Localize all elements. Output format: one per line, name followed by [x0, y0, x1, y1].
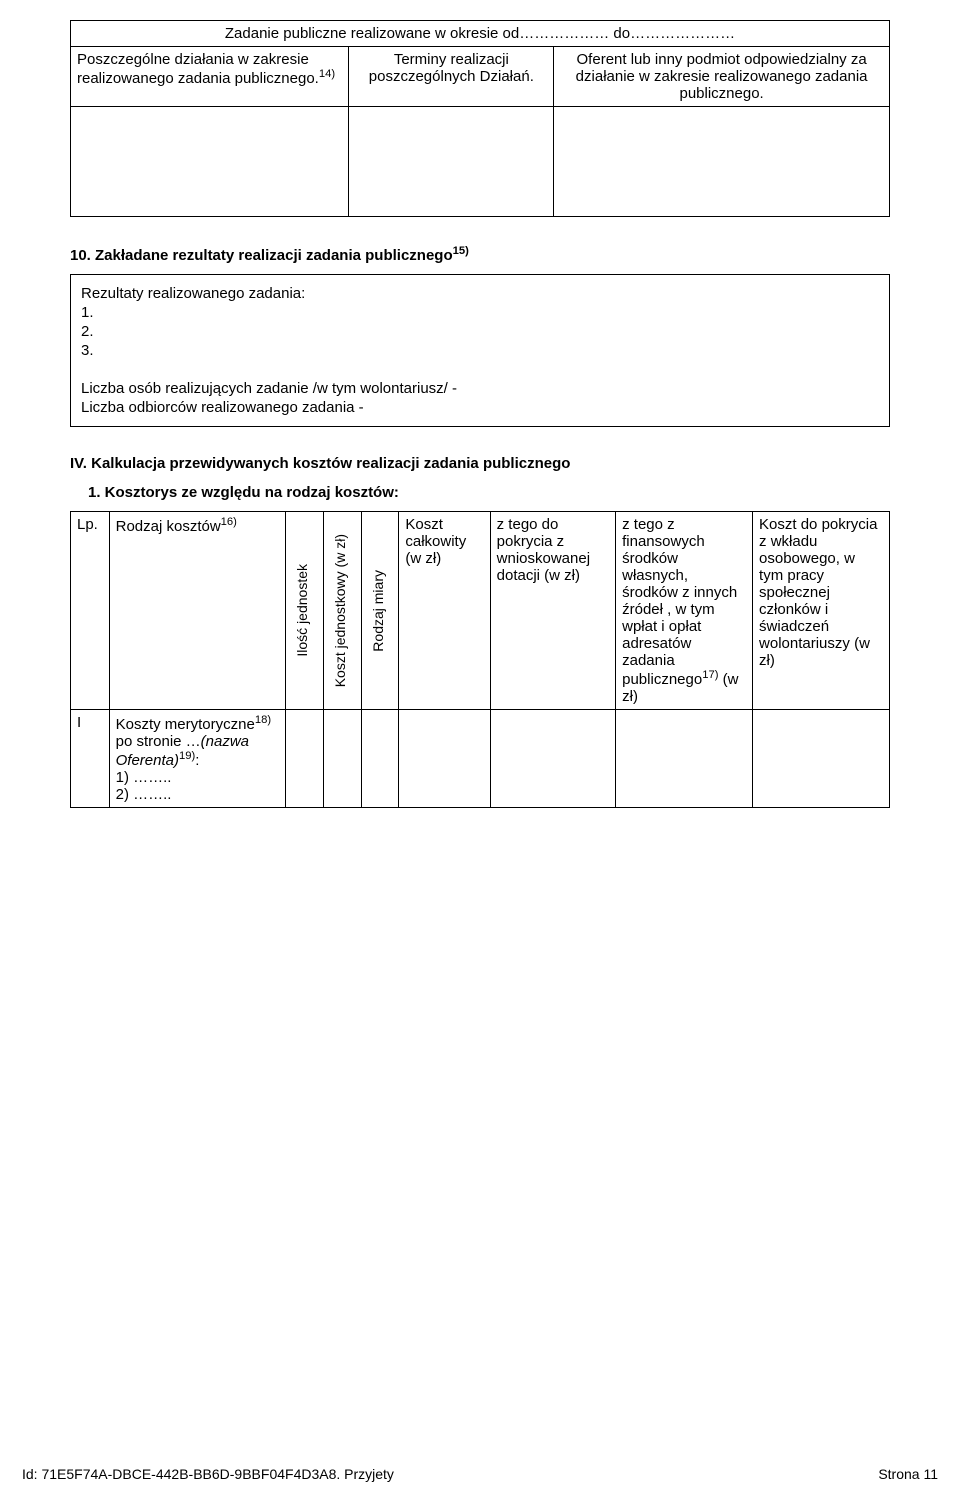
t2-rodzaj: Rodzaj kosztów16) [109, 512, 286, 710]
t1-col1: Poszczególne działania w zakresie realiz… [71, 47, 349, 107]
page-footer: Id: 71E5F74A-DBCE-442B-BB6D-9BBF04F4D3A8… [22, 1466, 938, 1482]
results-box: Rezultaty realizowanego zadania: 1. 2. 3… [70, 274, 890, 427]
box-l3: 2. [81, 323, 879, 340]
t2-e5 [490, 710, 615, 808]
t2-e6 [616, 710, 753, 808]
box-l5: Liczba osób realizujących zadanie /w tym… [81, 380, 879, 397]
t1-col2: Terminy realizacji poszczególnych Działa… [349, 47, 554, 107]
section-10-title: 10. Zakładane rezultaty realizacji zadan… [70, 245, 890, 264]
box-l2: 1. [81, 304, 879, 321]
t2-ilosc: Ilość jednostek [286, 512, 324, 710]
t2-lp: Lp. [71, 512, 110, 710]
footer-right: Strona 11 [878, 1466, 938, 1482]
t1-empty3 [554, 107, 890, 217]
period-table: Zadanie publiczne realizowane w okresie … [70, 20, 890, 217]
footer-left: Id: 71E5F74A-DBCE-442B-BB6D-9BBF04F4D3A8… [22, 1466, 394, 1482]
t2-e3 [361, 710, 399, 808]
t1-col3: Oferent lub inny podmiot odpowiedzialny … [554, 47, 890, 107]
period-caption: Zadanie publiczne realizowane w okresie … [71, 21, 890, 47]
t2-e2 [324, 710, 362, 808]
box-spacer [81, 361, 879, 378]
t1-empty1 [71, 107, 349, 217]
box-l6: Liczba odbiorców realizowanego zadania - [81, 399, 879, 416]
section-iv-sub: 1. Kosztorys ze względu na rodzaj kosztó… [88, 484, 890, 501]
t2-row-I-desc: Koszty merytoryczne18) po stronie …(nazw… [109, 710, 286, 808]
t1-empty2 [349, 107, 554, 217]
box-l1: Rezultaty realizowanego zadania: [81, 285, 879, 302]
t2-e1 [286, 710, 324, 808]
t2-ztegodot: z tego do pokrycia z wnioskowanej dotacj… [490, 512, 615, 710]
t2-e7 [753, 710, 890, 808]
t2-e4 [399, 710, 490, 808]
t2-ztegofin: z tego z finansowych środków własnych, ś… [616, 512, 753, 710]
t2-kosztcalk: Koszt całkowity (w zł) [399, 512, 490, 710]
t2-kosztdo: Koszt do pokrycia z wkładu osobowego, w … [753, 512, 890, 710]
section-iv-title: IV. Kalkulacja przewidywanych kosztów re… [70, 455, 890, 472]
cost-table: Lp. Rodzaj kosztów16) Ilość jednostek Ko… [70, 511, 890, 808]
t2-rodzajmiary: Rodzaj miary [361, 512, 399, 710]
t2-row-I: I [71, 710, 110, 808]
box-l4: 3. [81, 342, 879, 359]
t2-kosztj: Koszt jednostkowy (w zł) [324, 512, 362, 710]
